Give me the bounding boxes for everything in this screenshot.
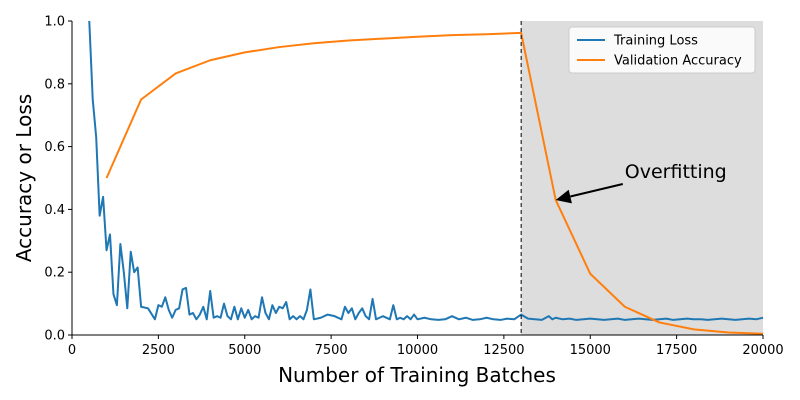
x-tick-label: 5000 <box>228 343 261 358</box>
y-tick-label: 0.2 <box>44 266 65 281</box>
y-tick-label: 0.6 <box>44 140 65 155</box>
y-tick-label: 0.8 <box>44 77 65 92</box>
x-tick-label: 20000 <box>742 343 783 358</box>
legend-label-training-loss: Training Loss <box>613 34 698 49</box>
annotation-arrow-line <box>570 183 624 198</box>
legend: Training Loss Validation Accuracy <box>568 26 756 74</box>
annotation: Overfitting <box>555 161 727 204</box>
y-axis-label: Accuracy or Loss <box>12 94 36 262</box>
x-tick-label: 0 <box>68 343 76 358</box>
series-layer <box>88 20 764 335</box>
annotation-text: Overfitting <box>625 161 727 183</box>
y-tick-label: 0.0 <box>44 329 65 344</box>
y-tick-label: 1.0 <box>44 15 65 30</box>
legend-label-validation-accuracy: Validation Accuracy <box>614 54 742 69</box>
x-tick-label: 17500 <box>656 343 697 358</box>
ticks-layer: 0 2500 5000 7500 10000 12500 15000 17500 20000 0.… <box>44 15 783 359</box>
x-tick-label: 10000 <box>397 343 438 358</box>
x-tick-label: 2500 <box>142 343 175 358</box>
y-tick-label: 0.4 <box>44 203 65 218</box>
annotation-arrow-head <box>555 189 572 204</box>
x-axis-label: Number of Training Batches <box>278 363 556 387</box>
x-tick-label: 7500 <box>315 343 348 358</box>
series-line-validation-accuracy <box>105 31 764 335</box>
x-tick-label: 15000 <box>570 343 611 358</box>
x-tick-label: 12500 <box>483 343 524 358</box>
series-line-training-loss <box>88 20 764 321</box>
legend-box <box>568 26 756 74</box>
